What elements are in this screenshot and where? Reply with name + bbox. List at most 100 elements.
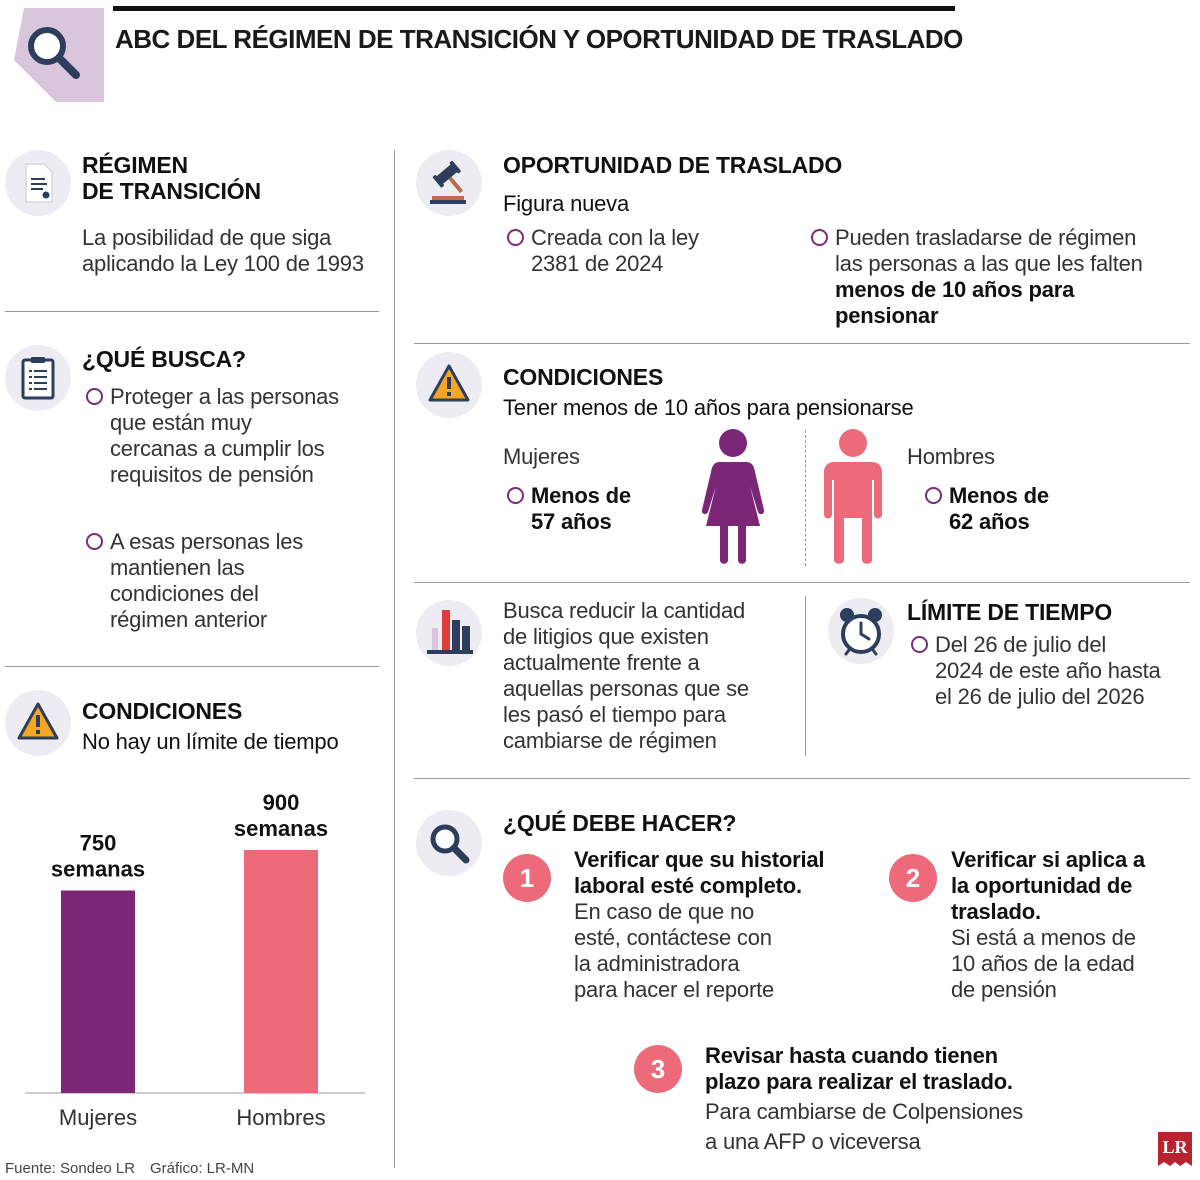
step-1-text-line: para hacer el reporte bbox=[574, 977, 775, 1002]
bar-value-label: semanas bbox=[234, 816, 328, 841]
bar-hombres bbox=[244, 850, 318, 1093]
left-condiciones-title: CONDICIONES bbox=[82, 698, 243, 724]
bullet-line: las personas a las que les falten bbox=[835, 251, 1143, 276]
busca-text: Busca reducir la cantidad de litigios qu… bbox=[503, 598, 749, 754]
gender-divider bbox=[805, 430, 806, 566]
step-2-text-line: 10 años de la edad bbox=[951, 951, 1135, 976]
step-1-text-line: En caso de que no bbox=[574, 899, 755, 924]
bar-value-label: 750 bbox=[80, 831, 117, 856]
oportunidad-bullet-1: Creada con la ley 2381 de 2024 bbox=[507, 225, 699, 277]
hombres-label: Hombres bbox=[907, 444, 995, 469]
busca-text-line: actualmente frente a bbox=[503, 650, 700, 675]
step-2-bold-line: Verificar si aplica a bbox=[951, 847, 1145, 872]
magnifier-icon bbox=[4, 0, 104, 102]
footer-source: Fuente: Sondeo LR bbox=[5, 1160, 136, 1177]
divider bbox=[414, 778, 1190, 779]
bar-value-label: semanas bbox=[51, 857, 145, 882]
step-3-text-line: Para cambiarse de Colpensiones bbox=[705, 1099, 1024, 1124]
bar-value-label: 900 bbox=[263, 790, 300, 815]
oportunidad-title: OPORTUNIDAD DE TRASLADO bbox=[503, 152, 843, 178]
step-1-bold-line: Verificar que su historial bbox=[574, 847, 825, 872]
lr-logo-shape bbox=[1158, 1132, 1192, 1166]
bullet-line: cercanas a cumplir los bbox=[110, 436, 325, 461]
footer-graphic: Gráfico: LR-MN bbox=[150, 1160, 255, 1177]
bullet-line: condiciones del bbox=[110, 581, 259, 606]
left-condiciones-subtitle: No hay un límite de tiempo bbox=[82, 729, 339, 754]
divider bbox=[5, 311, 379, 312]
step-3-text-line: a una AFP o viceversa bbox=[705, 1129, 921, 1154]
document-icon bbox=[25, 163, 53, 203]
limite-text-line: el 26 de julio del 2026 bbox=[935, 684, 1145, 709]
que-busca-bullet-2: A esas personas les mantienen las condic… bbox=[86, 529, 303, 633]
regimen-title-line1: RÉGIMEN bbox=[82, 152, 188, 178]
bullet-line: requisitos de pensión bbox=[110, 462, 314, 487]
bullet-line: Proteger a las personas bbox=[110, 384, 339, 409]
bullet-line: mantienen las bbox=[110, 555, 245, 580]
bullet-line: 2381 de 2024 bbox=[531, 251, 664, 276]
regimen-title-line2: DE TRANSICIÓN bbox=[82, 178, 261, 204]
divider bbox=[5, 666, 379, 667]
step-2-bold-line: traslado. bbox=[951, 899, 1041, 924]
step-2-bold-line: la oportunidad de bbox=[951, 873, 1133, 898]
header-rule bbox=[113, 6, 955, 11]
right-condiciones-subtitle: Tener menos de 10 años para pensionarse bbox=[503, 395, 914, 420]
hombres-value-line: Menos de bbox=[949, 483, 1049, 508]
oportunidad-bullet-2: Pueden trasladarse de régimen las person… bbox=[811, 225, 1143, 329]
busca-text-line: cambiarse de régimen bbox=[503, 728, 717, 753]
mujeres-value: Menos de 57 años bbox=[507, 483, 631, 535]
step-2-text-line: Si está a menos de bbox=[951, 925, 1136, 950]
divider bbox=[414, 343, 1190, 344]
woman-icon bbox=[701, 429, 765, 564]
mujeres-label: Mujeres bbox=[503, 444, 580, 469]
hombres-value-line: 62 años bbox=[949, 509, 1030, 534]
category-label: Mujeres bbox=[59, 1105, 137, 1130]
warning-icon bbox=[428, 364, 470, 402]
column-divider bbox=[394, 150, 395, 1168]
step-1-bold-line: laboral esté completo. bbox=[574, 873, 802, 898]
mujeres-value-line: Menos de bbox=[531, 483, 631, 508]
bullet-line-bold: menos de 10 años para bbox=[835, 277, 1075, 302]
bullet-circle-icon bbox=[507, 229, 524, 246]
magnifier-icon bbox=[430, 824, 470, 864]
hombres-value: Menos de 62 años bbox=[925, 483, 1049, 535]
clipboard-icon bbox=[21, 357, 55, 400]
page-title: ABC DEL RÉGIMEN DE TRANSICIÓN Y OPORTUNI… bbox=[115, 24, 963, 54]
oportunidad-subtitle: Figura nueva bbox=[503, 191, 630, 216]
divider bbox=[414, 582, 1190, 583]
lr-logo: LR bbox=[1158, 1132, 1192, 1172]
que-busca-title: ¿QUÉ BUSCA? bbox=[82, 346, 246, 372]
step-2: Verificar si aplica a la oportunidad de … bbox=[951, 847, 1145, 1003]
step-3-badge: 3 bbox=[634, 1045, 682, 1093]
limite-title: LÍMITE DE TIEMPO bbox=[907, 599, 1113, 625]
divider-vertical bbox=[805, 596, 806, 756]
category-label: Hombres bbox=[236, 1105, 325, 1130]
bar-mujeres bbox=[61, 890, 135, 1093]
bullet-line-bold: pensionar bbox=[835, 303, 939, 328]
bullet-circle-icon bbox=[507, 487, 524, 504]
busca-text-line: aquellas personas que se bbox=[503, 676, 749, 701]
gavel-icon bbox=[430, 160, 466, 204]
bullet-circle-icon bbox=[86, 533, 103, 550]
regimen-text-line2: aplicando la Ley 100 de 1993 bbox=[82, 251, 364, 276]
bullet-line: Creada con la ley bbox=[531, 225, 699, 250]
step-1-text-line: esté, contáctese con bbox=[574, 925, 772, 950]
regimen-text-line1: La posibilidad de que siga bbox=[82, 225, 332, 250]
step-1: Verificar que su historial laboral esté … bbox=[574, 847, 825, 1003]
bar-chart-icon bbox=[427, 610, 473, 654]
step-2-text-line: de pensión bbox=[951, 977, 1057, 1002]
limite-text-line: Del 26 de julio del bbox=[935, 632, 1107, 657]
gavel-icon-bg bbox=[416, 150, 482, 216]
step-1-badge: 1 bbox=[503, 854, 551, 902]
bullet-circle-icon bbox=[811, 229, 828, 246]
busca-text-line: de litigios que existen bbox=[503, 624, 709, 649]
man-icon bbox=[824, 429, 882, 564]
bullet-circle-icon bbox=[911, 636, 928, 653]
que-busca-bullet-1: Proteger a las personas que están muy ce… bbox=[86, 384, 339, 488]
step-1-text-line: la administradora bbox=[574, 951, 740, 976]
step-3: Revisar hasta cuando tienen plazo para r… bbox=[705, 1043, 1023, 1155]
warning-icon bbox=[17, 702, 59, 740]
busca-text-line: les pasó el tiempo para bbox=[503, 702, 726, 727]
limite-text-line: 2024 de este año hasta bbox=[935, 658, 1161, 683]
step-2-badge: 2 bbox=[889, 854, 937, 902]
